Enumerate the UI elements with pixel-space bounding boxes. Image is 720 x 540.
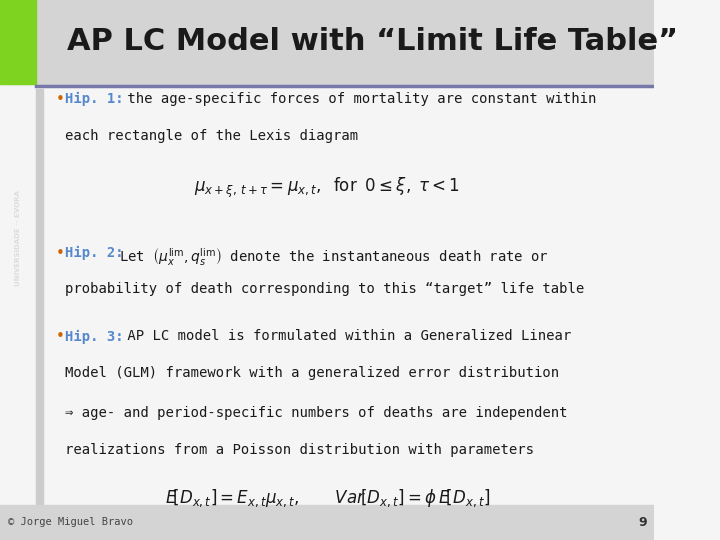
Text: Hip. 3:: Hip. 3: — [66, 329, 124, 343]
Bar — [36, 89, 43, 505]
Text: •: • — [55, 92, 65, 107]
Text: •: • — [55, 329, 65, 345]
Text: $\mu_{x+\xi,\,t+\tau} = \mu_{x,t},\;\; \mathrm{for}\;\; 0 \leq \xi,\; \tau < 1$: $\mu_{x+\xi,\,t+\tau} = \mu_{x,t},\;\; \… — [194, 176, 460, 200]
Text: probability of death corresponding to this “target” life table: probability of death corresponding to th… — [66, 282, 585, 296]
Text: each rectangle of the Lexis diagram: each rectangle of the Lexis diagram — [66, 129, 359, 143]
Bar — [0, 0, 36, 84]
Bar — [0, 0, 654, 84]
Text: ⇒ age- and period-specific numbers of deaths are independent: ⇒ age- and period-specific numbers of de… — [66, 406, 568, 420]
Text: Let $\left(\mu_x^{\mathrm{lim}}, q_s^{\mathrm{lim}}\right)$ denote the instantan: Let $\left(\mu_x^{\mathrm{lim}}, q_s^{\m… — [119, 246, 549, 268]
Text: $E\!\left[D_{x,t}\right] = E_{x,t}\mu_{x,t},\qquad Var\!\left[D_{x,t}\right] = \: $E\!\left[D_{x,t}\right] = E_{x,t}\mu_{x… — [165, 487, 490, 509]
Text: realizations from a Poisson distribution with parameters: realizations from a Poisson distribution… — [66, 443, 534, 457]
Text: AP LC Model with “Limit Life Table”: AP LC Model with “Limit Life Table” — [68, 27, 678, 56]
Bar — [0, 505, 654, 540]
Text: the age-specific forces of mortality are constant within: the age-specific forces of mortality are… — [119, 92, 596, 106]
Text: UNIVERSIDADE ·· EVORA: UNIVERSIDADE ·· EVORA — [15, 190, 22, 286]
Text: Hip. 1:: Hip. 1: — [66, 92, 124, 106]
Text: AP LC model is formulated within a Generalized Linear: AP LC model is formulated within a Gener… — [119, 329, 572, 343]
Text: 9: 9 — [638, 516, 647, 529]
Text: Model (GLM) framework with a generalized error distribution: Model (GLM) framework with a generalized… — [66, 366, 559, 380]
Text: •: • — [55, 246, 65, 261]
Text: Hip. 2:: Hip. 2: — [66, 246, 124, 260]
Text: © Jorge Miguel Bravo: © Jorge Miguel Bravo — [8, 517, 133, 527]
